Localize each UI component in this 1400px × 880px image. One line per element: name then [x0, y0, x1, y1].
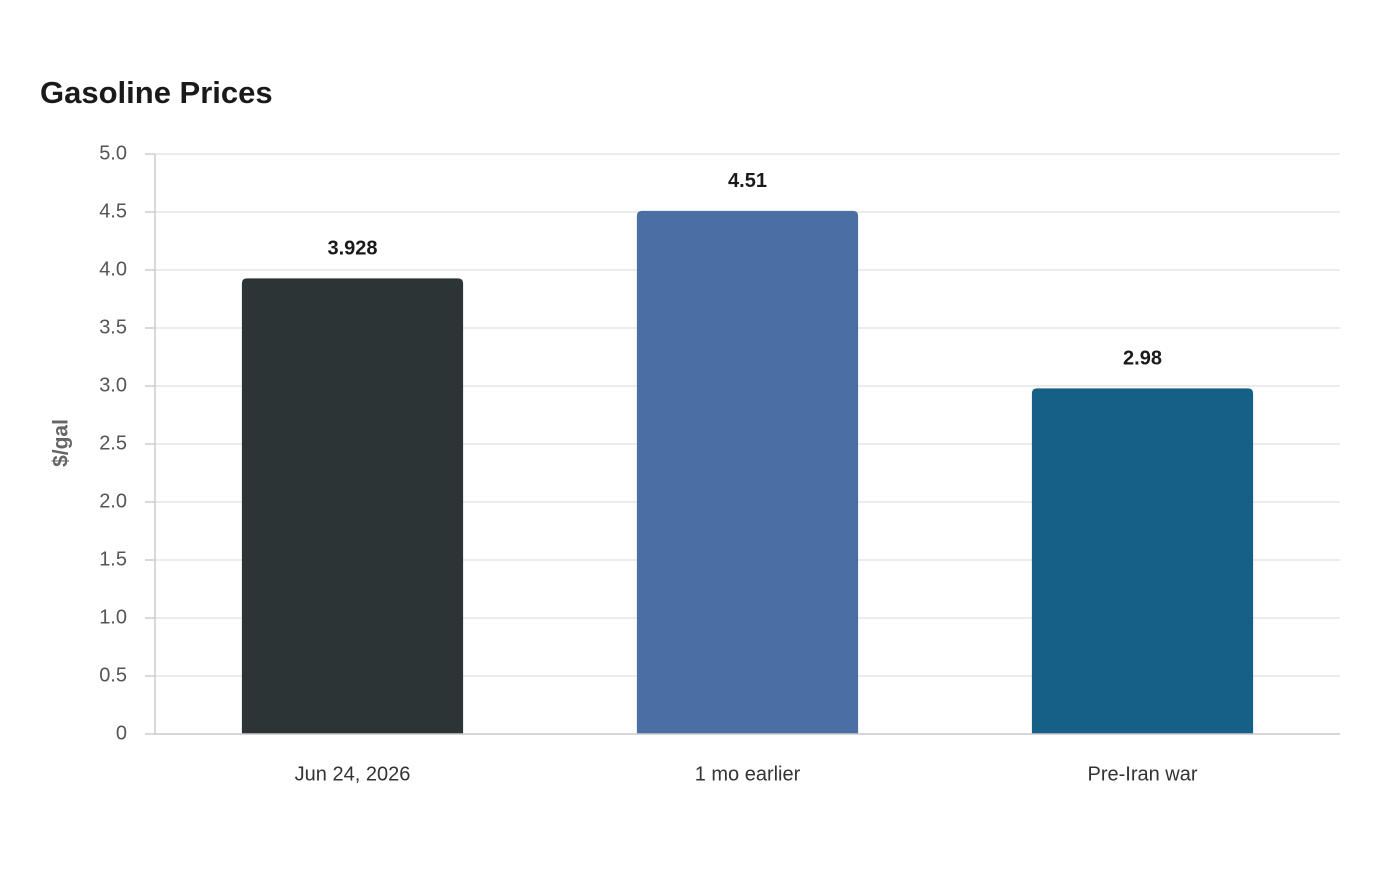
bar [1031, 388, 1254, 734]
y-tick-label: 1.0 [99, 606, 127, 628]
y-tick-label: 4.5 [99, 200, 127, 222]
value-label: 2.98 [1123, 348, 1162, 370]
value-label: 4.51 [728, 170, 767, 192]
y-tick-label: 3.0 [99, 374, 127, 396]
x-tick-label: 1 mo earlier [695, 763, 801, 785]
y-tick-label: 4.0 [99, 258, 127, 280]
bars [241, 210, 1254, 735]
x-tick-label: Jun 24, 2026 [295, 763, 411, 785]
y-tick-label: 2.5 [99, 432, 127, 454]
value-label: 3.928 [327, 238, 377, 260]
y-tick-label: 1.5 [99, 548, 127, 570]
y-tick-label: 0.5 [99, 664, 127, 686]
bar [636, 210, 859, 735]
y-tick-label: 0 [116, 722, 127, 744]
y-tick-label: 3.5 [99, 316, 127, 338]
bar [241, 278, 464, 734]
y-tick-label: 2.0 [99, 490, 127, 512]
y-tick-label: 5.0 [99, 142, 127, 164]
chart-title: Gasoline Prices [40, 75, 273, 110]
y-axis-label: $/gal [50, 419, 73, 467]
x-tick-label: Pre-Iran war [1087, 763, 1197, 785]
